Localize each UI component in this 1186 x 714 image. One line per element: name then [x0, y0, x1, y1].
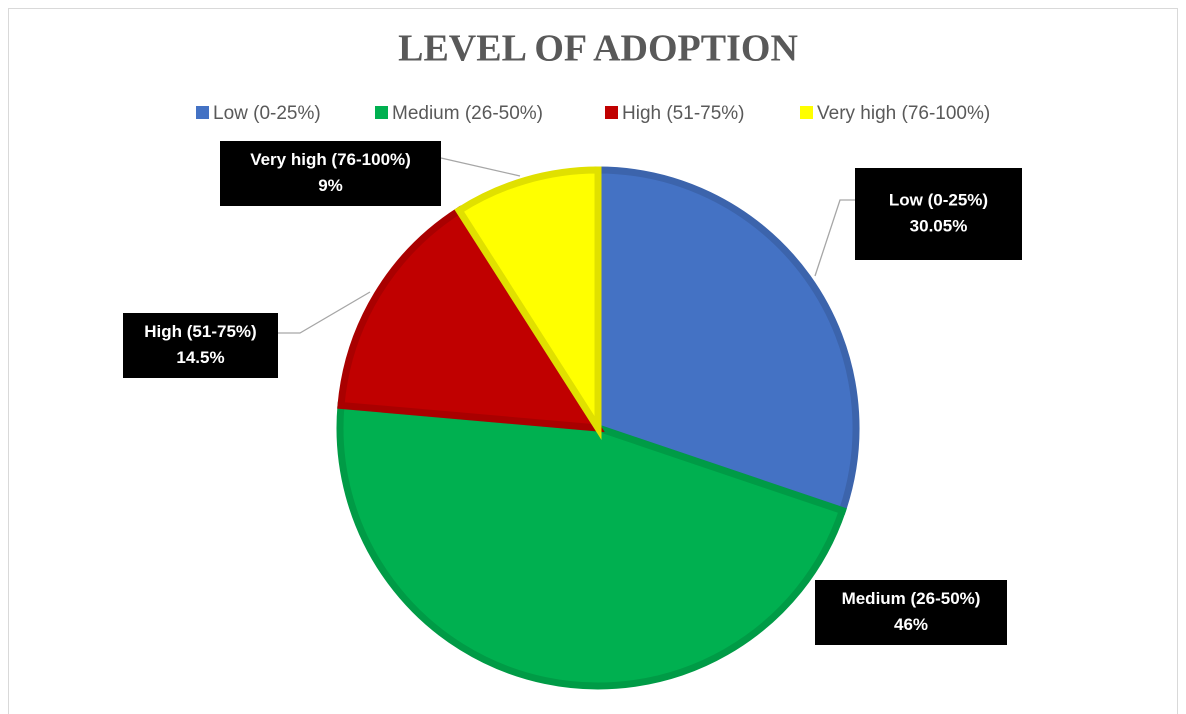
pie-slice — [454, 166, 602, 440]
pie — [336, 166, 860, 690]
pie-slice — [336, 401, 847, 690]
legend-swatch — [800, 106, 813, 119]
label-box — [220, 141, 441, 206]
data-labels: Low (0-25%) 30.05% Medium (26-50%) 46% High … — [123, 141, 1022, 645]
legend-label: Medium (26-50%) — [392, 103, 543, 124]
label-box — [815, 580, 1007, 645]
label-value: 14.5% — [176, 348, 224, 367]
label-category: High (51-75%) — [144, 322, 256, 341]
leader-line — [814, 199, 855, 277]
legend-label: Very high (76-100%) — [817, 103, 990, 124]
legend-swatch — [196, 106, 209, 119]
pie-slice — [337, 205, 605, 433]
label-value: 30.05% — [910, 216, 968, 235]
legend-label: Low (0-25%) — [213, 103, 321, 124]
label-category: Very high (76-100%) — [250, 150, 411, 169]
label-value: 9% — [318, 176, 343, 195]
leader-line — [278, 291, 371, 334]
legend-label: High (51-75%) — [622, 103, 745, 124]
label-value: 46% — [894, 615, 928, 634]
label-category: Low (0-25%) — [889, 190, 988, 209]
label-category: Medium (26-50%) — [842, 589, 981, 608]
label-box — [855, 168, 1022, 260]
legend-swatch — [375, 106, 388, 119]
chart-title: LEVEL OF ADOPTION — [398, 28, 798, 70]
legend: Low (0-25%) Medium (26-50%) High (51-75%) V… — [196, 103, 990, 124]
leader-line — [440, 157, 521, 177]
label-box — [123, 313, 278, 378]
pie-slice — [594, 166, 860, 516]
legend-swatch — [605, 106, 618, 119]
